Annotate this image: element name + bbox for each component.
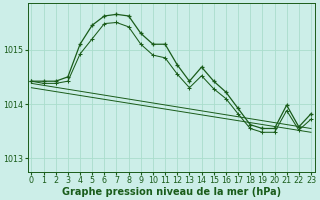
X-axis label: Graphe pression niveau de la mer (hPa): Graphe pression niveau de la mer (hPa) [62, 187, 281, 197]
